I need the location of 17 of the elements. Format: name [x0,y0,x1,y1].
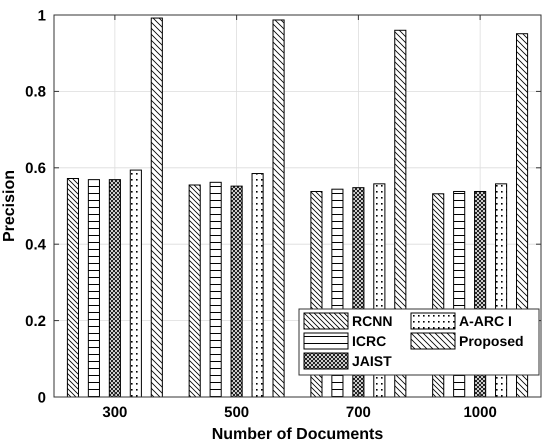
y-tick-label: 0.6 [25,160,46,178]
y-tick-label: 0.2 [25,312,46,330]
x-tick-label: 1000 [463,404,497,421]
x-tick-label: 700 [346,404,371,421]
y-tick-label: 0.8 [25,84,46,101]
legend-label: Proposed [459,332,524,349]
y-axis-title: Precision [1,170,18,242]
x-tick-label: 500 [224,404,250,421]
y-tick-label: 0 [38,389,46,406]
legend-label: JAIST [352,352,392,369]
y-tick-label: 0.4 [25,236,47,254]
x-axis-title: Number of Documents [212,426,384,443]
legend-label: A-ARC I [459,312,512,329]
legend-label: ICRC [352,332,386,349]
x-tick-label: 300 [102,404,128,421]
y-tick-label: 1 [38,7,46,24]
legend-label: RCNN [352,312,392,329]
